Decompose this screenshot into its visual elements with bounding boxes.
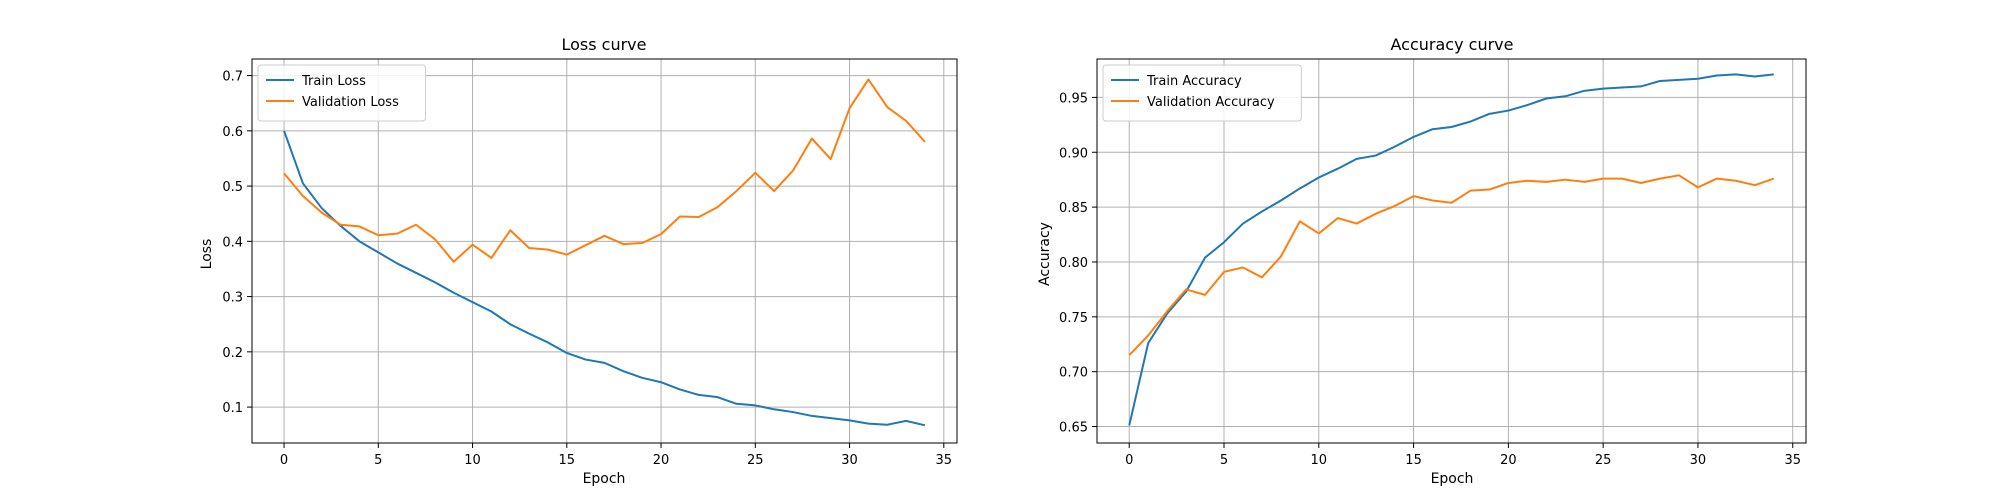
loss-x-tick-label: 25 <box>747 453 764 468</box>
loss-chart-xlabel: Epoch <box>583 471 626 487</box>
accuracy-chart-xlabel: Epoch <box>1431 471 1474 487</box>
loss-y-tick-label: 0.7 <box>222 70 243 85</box>
accuracy-x-tick-label: 10 <box>1311 453 1328 468</box>
accuracy-x-tick-label: 5 <box>1220 453 1228 468</box>
accuracy-x-tick-label: 0 <box>1125 453 1133 468</box>
loss-x-tick-label: 30 <box>841 453 858 468</box>
loss-x-tick-label: 35 <box>936 453 953 468</box>
accuracy-x-tick-label: 35 <box>1784 453 1801 468</box>
loss-series-validation-loss-line <box>283 78 926 263</box>
loss-y-tick-label: 0.3 <box>222 291 243 306</box>
loss-legend-label-validation-loss: Validation Loss <box>302 95 399 110</box>
accuracy-x-tick-label: 30 <box>1690 453 1707 468</box>
loss-y-tick-label: 0.5 <box>222 180 243 195</box>
accuracy-legend-label-train-accuracy: Train Accuracy <box>1146 74 1242 89</box>
accuracy-y-tick-label: 0.70 <box>1059 366 1088 381</box>
accuracy-chart-ylabel: Accuracy <box>1037 222 1053 286</box>
loss-chart: Loss curve Epoch Loss 0 5 10 15 20 25 30 35 0.1 0… <box>199 35 958 487</box>
accuracy-y-tick-label: 0.90 <box>1059 146 1088 161</box>
loss-x-tick-label: 20 <box>653 453 670 468</box>
accuracy-y-tick-label: 0.80 <box>1059 256 1088 271</box>
accuracy-y-tick-label: 0.65 <box>1059 421 1088 436</box>
accuracy-x-tick-label: 20 <box>1500 453 1517 468</box>
loss-x-tick-label: 15 <box>559 453 576 468</box>
loss-legend-label-train-loss: Train Loss <box>301 74 366 89</box>
accuracy-legend: Train Accuracy Validation Accuracy <box>1102 64 1302 122</box>
accuracy-chart-title: Accuracy curve <box>1391 35 1514 54</box>
loss-legend-box <box>257 64 426 122</box>
loss-x-tick-label: 10 <box>464 453 481 468</box>
loss-y-tick-label: 0.4 <box>222 235 243 250</box>
loss-y-tick-label: 0.6 <box>222 125 243 140</box>
accuracy-series-train-accuracy-line <box>1128 73 1774 426</box>
loss-chart-ylabel: Loss <box>199 239 215 270</box>
loss-y-tick-label: 0.2 <box>222 346 243 361</box>
accuracy-y-tick-label: 0.85 <box>1059 201 1088 216</box>
accuracy-legend-label-validation-accuracy: Validation Accuracy <box>1147 95 1275 110</box>
loss-x-tick-label: 0 <box>280 453 288 468</box>
loss-chart-title: Loss curve <box>561 35 646 54</box>
loss-y-tick-label: 0.1 <box>222 401 243 416</box>
loss-legend: Train Loss Validation Loss <box>257 64 426 122</box>
accuracy-x-tick-label: 15 <box>1405 453 1422 468</box>
accuracy-y-tick-label: 0.95 <box>1059 91 1088 106</box>
accuracy-series-validation-accuracy-line <box>1128 174 1775 356</box>
accuracy-chart: Accuracy curve Epoch Accuracy 0 5 10 15 20 25… <box>1037 35 1807 487</box>
accuracy-y-tick-label: 0.75 <box>1059 311 1088 326</box>
accuracy-gridlines <box>1097 59 1806 443</box>
accuracy-x-tick-label: 25 <box>1595 453 1612 468</box>
loss-axes-frame <box>251 58 958 444</box>
loss-x-tick-label: 5 <box>374 453 382 468</box>
loss-gridlines <box>252 59 957 443</box>
accuracy-axes-frame <box>1096 58 1807 444</box>
accuracy-legend-box <box>1102 64 1302 122</box>
loss-series-train-loss-line <box>283 130 926 427</box>
